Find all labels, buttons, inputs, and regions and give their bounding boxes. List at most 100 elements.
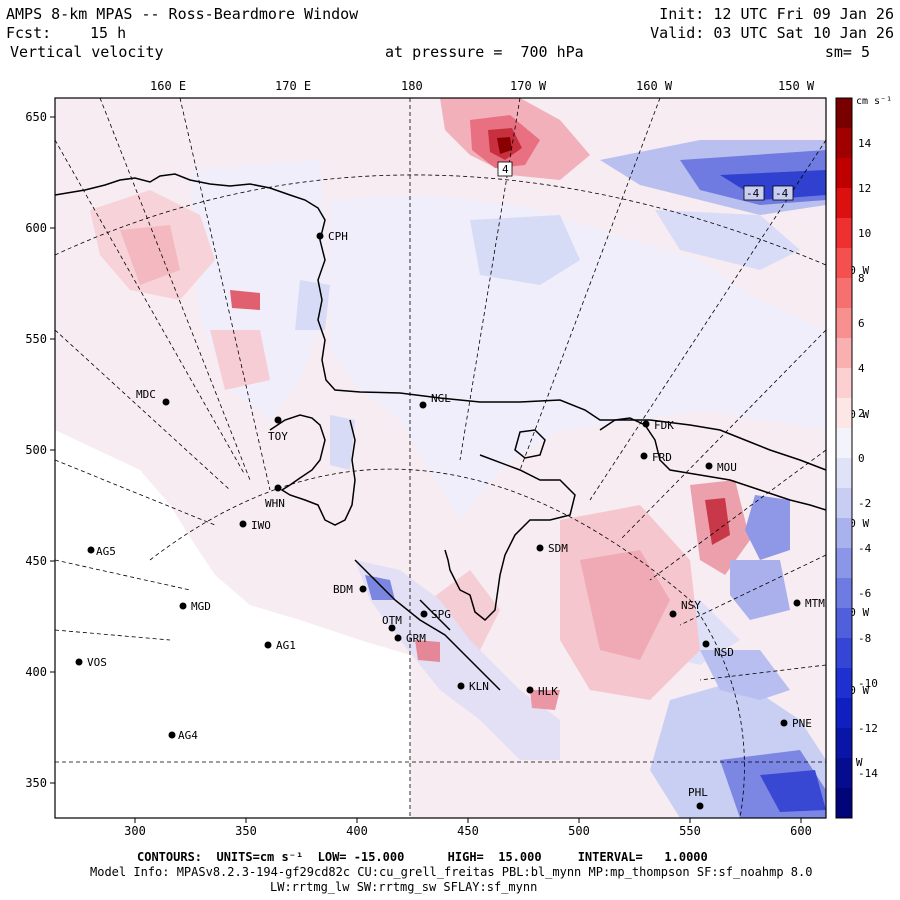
colorbar-swatch — [836, 668, 852, 699]
station-marker: NSY — [669, 599, 701, 618]
svg-text:OTM: OTM — [382, 614, 402, 627]
y-axis: 650 600 550 500 450 400 350 — [25, 110, 55, 790]
colorbar-label: -14 — [858, 767, 878, 780]
x-axis: 300 350 400 450 500 550 600 — [124, 818, 812, 838]
colorbar-label: 8 — [858, 272, 865, 285]
forecast-label: Fcst: — [6, 24, 52, 42]
station-marker: TOY — [268, 416, 288, 443]
svg-text:NGL: NGL — [431, 392, 451, 405]
svg-text:FRD: FRD — [652, 451, 672, 464]
svg-text:KLN: KLN — [469, 680, 489, 693]
stations: CPH NGL MDC TOY FDK FRD MOU WHN IWO SDM … — [75, 230, 825, 810]
station-marker: SPG — [420, 608, 451, 621]
station-marker: AG5 — [87, 545, 116, 558]
svg-text:AG4: AG4 — [178, 729, 198, 742]
colorbar-swatch — [836, 278, 852, 309]
lon-label: 180 — [401, 79, 423, 93]
y-tick: 400 — [25, 665, 47, 679]
svg-text:CPH: CPH — [328, 230, 348, 243]
x-tick: 400 — [346, 824, 368, 838]
pressure-level: at pressure = 700 hPa — [385, 43, 584, 61]
station-marker: OTM — [382, 614, 402, 632]
colorbar-swatch — [836, 128, 852, 159]
colorbar-swatch — [836, 758, 852, 789]
contour-info: CONTOURS: UNITS=cm s⁻¹ LOW= -15.000 HIGH… — [137, 850, 708, 864]
colorbar-labels: 14 12 10 8 6 4 2 0 -2 -4 -6 -8 -10 -12 -… — [858, 137, 878, 780]
colorbar-swatch — [836, 608, 852, 639]
svg-text:MDC: MDC — [136, 388, 156, 401]
colorbar-swatch — [836, 308, 852, 339]
x-tick: 300 — [124, 824, 146, 838]
svg-text:VOS: VOS — [87, 656, 107, 669]
x-tick: 450 — [457, 824, 479, 838]
plot-frame — [54, 97, 827, 819]
station-marker: FRD — [640, 451, 672, 464]
colorbar-label: -4 — [858, 542, 872, 555]
colorbar-label: 10 — [858, 227, 871, 240]
colorbar-swatch — [836, 188, 852, 219]
station-marker: AG1 — [264, 639, 296, 652]
colorbar-label: 12 — [858, 182, 871, 195]
colorbar-units: cm s⁻¹ — [856, 96, 892, 107]
colorbar-swatch — [836, 698, 852, 729]
station-marker: KLN — [457, 680, 489, 693]
svg-text:MGD: MGD — [191, 600, 211, 613]
contour-labels: 4 -4 -4 — [497, 161, 794, 201]
y-tick: 500 — [25, 443, 47, 457]
svg-text:NSY: NSY — [681, 599, 701, 612]
lon-label: 160 W — [636, 79, 673, 93]
station-marker: PNE — [780, 717, 812, 730]
station-marker: MOU — [705, 461, 737, 474]
svg-text:FDK: FDK — [654, 419, 674, 432]
forecast-hour: 15 h — [90, 24, 127, 42]
svg-text:HLK: HLK — [538, 685, 558, 698]
lon-label: 160 E — [150, 79, 186, 93]
svg-text:NSD: NSD — [714, 646, 734, 659]
svg-text:WHN: WHN — [265, 497, 285, 510]
model-info: Model Info: MPASv8.2.3-194-gf29cd82c CU:… — [90, 865, 813, 879]
vertical-velocity-field — [55, 98, 826, 818]
colorbar-swatch — [836, 638, 852, 669]
colorbar-swatch — [836, 728, 852, 759]
colorbar-label: 2 — [858, 407, 865, 420]
station-marker: AG4 — [168, 729, 198, 742]
station-marker: SDM — [536, 542, 568, 555]
colorbar-swatch — [836, 98, 852, 129]
y-tick: 550 — [25, 332, 47, 346]
colorbar-swatch — [836, 578, 852, 609]
init-time: Init: 12 UTC Fri 09 Jan 26 — [659, 5, 894, 23]
station-marker: GRM — [394, 632, 426, 645]
station-marker: MTM — [793, 597, 825, 610]
contour-label: -4 — [775, 187, 789, 200]
station-marker: CPH — [316, 230, 348, 243]
contour-label: -4 — [746, 187, 760, 200]
lon-label: 170 E — [275, 79, 311, 93]
smoothing: sm= 5 — [824, 43, 870, 61]
station-marker: MGD — [179, 600, 211, 613]
y-tick: 450 — [25, 554, 47, 568]
x-tick: 500 — [568, 824, 590, 838]
colorbar-swatch — [836, 218, 852, 249]
svg-text:PNE: PNE — [792, 717, 812, 730]
colorbar-swatch — [836, 368, 852, 399]
station-marker: HLK — [526, 685, 558, 698]
station-marker: FDK — [642, 419, 674, 432]
svg-text:IWO: IWO — [251, 519, 271, 532]
lon-label: 150 W — [778, 79, 815, 93]
colorbar-swatch — [836, 458, 852, 489]
svg-text:PHL: PHL — [688, 786, 708, 799]
station-marker: MDC — [136, 388, 170, 406]
colorbar-swatch — [836, 518, 852, 549]
x-tick: 350 — [235, 824, 257, 838]
station-marker: IWO — [239, 519, 271, 532]
colorbar: cm s⁻¹ 14 12 10 8 6 4 2 0 -2 -4 -6 -8 -1… — [835, 96, 892, 819]
x-tick: 550 — [679, 824, 701, 838]
svg-text:MOU: MOU — [717, 461, 737, 474]
station-marker: VOS — [75, 656, 107, 669]
colorbar-swatch — [836, 158, 852, 189]
colorbar-swatch — [836, 548, 852, 579]
colorbar-label: -6 — [858, 587, 871, 600]
colorbar-label: -2 — [858, 497, 871, 510]
colorbar-swatch — [836, 428, 852, 459]
